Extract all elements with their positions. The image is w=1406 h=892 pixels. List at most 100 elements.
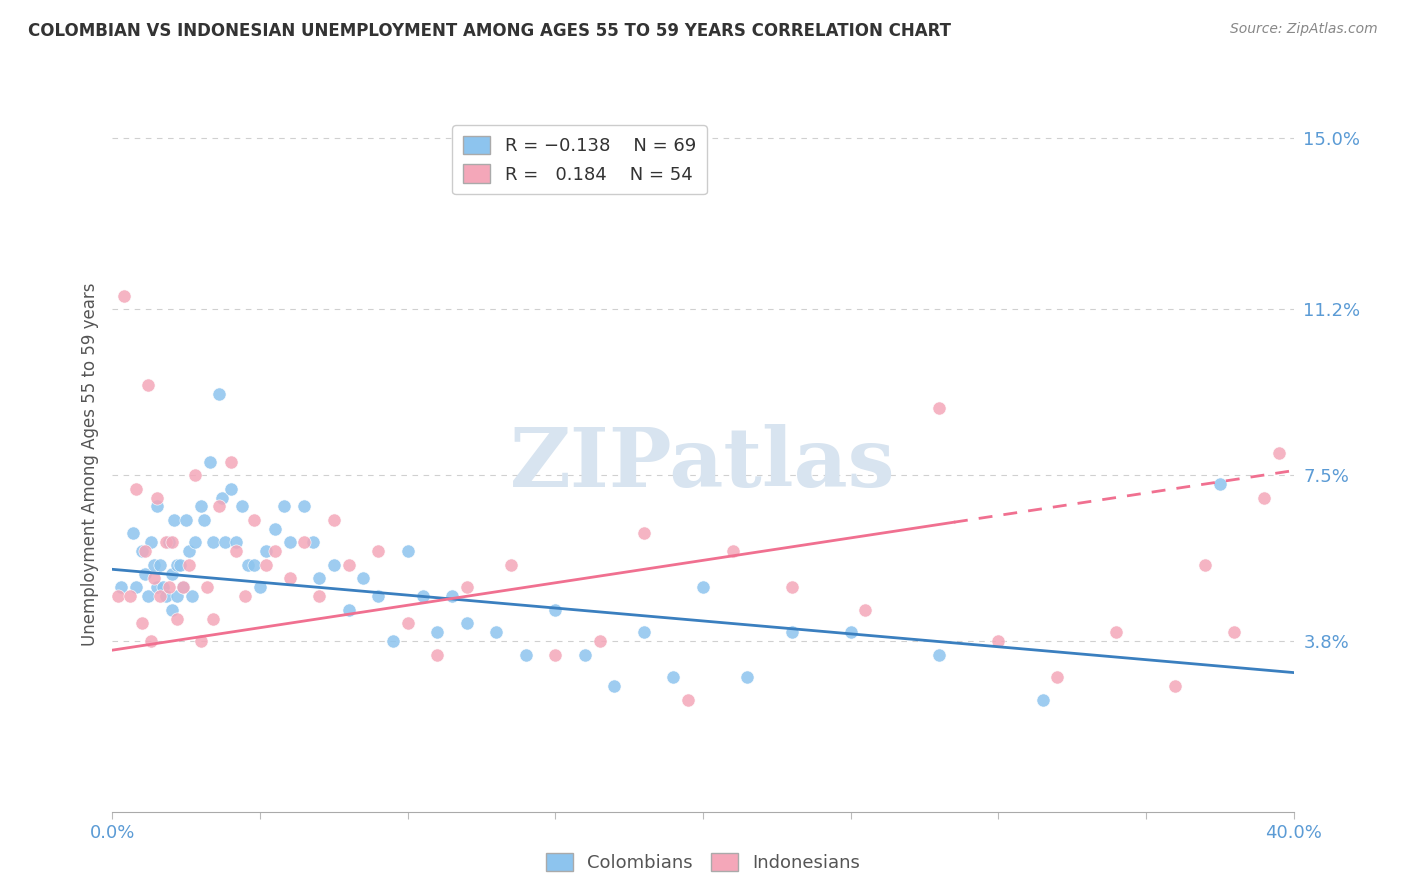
Point (160, 603, 183, 617)
Point (136, 589, 159, 603)
Point (633, 526, 655, 541)
Point (160, 566, 183, 581)
Point (456, 616, 478, 631)
Point (278, 571, 301, 585)
Point (163, 513, 186, 527)
Point (201, 612, 224, 626)
Point (308, 571, 330, 585)
Point (928, 401, 950, 415)
Point (337, 603, 360, 617)
Point (219, 482, 242, 496)
Point (456, 580, 478, 594)
Point (928, 648, 950, 662)
Point (169, 558, 191, 572)
Point (678, 692, 700, 706)
Text: ZIPatlas: ZIPatlas (510, 424, 896, 504)
Point (367, 544, 389, 558)
Point (249, 580, 271, 594)
Point (292, 535, 315, 549)
Point (155, 589, 177, 603)
Point (839, 625, 862, 640)
Point (1194, 558, 1216, 572)
Point (139, 634, 162, 648)
Point (208, 500, 231, 514)
Point (179, 544, 201, 558)
Point (323, 558, 346, 572)
Point (190, 500, 212, 514)
Point (172, 580, 194, 594)
Point (146, 491, 169, 505)
Point (243, 513, 266, 527)
Point (544, 648, 567, 662)
Point (544, 603, 567, 617)
Point (396, 544, 419, 558)
Point (692, 580, 714, 594)
Point (352, 571, 374, 585)
Point (633, 625, 655, 640)
Point (139, 535, 162, 549)
Point (278, 535, 301, 549)
Point (219, 454, 242, 468)
Point (208, 387, 231, 401)
Point (574, 648, 596, 662)
Point (603, 679, 626, 693)
Point (179, 558, 201, 572)
Point (1032, 692, 1054, 706)
Point (1164, 679, 1187, 693)
Point (131, 544, 153, 558)
Point (166, 589, 188, 603)
Point (211, 491, 233, 505)
Point (855, 603, 877, 617)
Point (122, 526, 145, 541)
Point (367, 589, 389, 603)
Point (198, 454, 221, 468)
Point (125, 482, 148, 496)
Point (515, 648, 537, 662)
Point (1253, 491, 1275, 505)
Point (501, 558, 523, 572)
Point (184, 535, 207, 549)
Text: COLOMBIAN VS INDONESIAN UNEMPLOYMENT AMONG AGES 55 TO 59 YEARS CORRELATION CHART: COLOMBIAN VS INDONESIAN UNEMPLOYMENT AMO… (28, 22, 950, 40)
Point (662, 670, 685, 684)
Point (225, 535, 247, 549)
Y-axis label: Unemployment Among Ages 55 to 59 years: Unemployment Among Ages 55 to 59 years (80, 282, 98, 646)
Point (323, 513, 346, 527)
Point (142, 571, 165, 585)
Point (411, 589, 433, 603)
Point (254, 558, 277, 572)
Point (264, 544, 287, 558)
Point (146, 580, 169, 594)
Point (588, 634, 610, 648)
Point (190, 634, 212, 648)
Point (112, 288, 135, 302)
Point (273, 500, 295, 514)
Point (1223, 625, 1246, 640)
Point (160, 535, 183, 549)
Point (426, 648, 449, 662)
Point (737, 670, 759, 684)
Point (136, 378, 159, 392)
Point (337, 558, 360, 572)
Point (254, 544, 277, 558)
Point (166, 612, 188, 626)
Point (426, 625, 449, 640)
Point (134, 566, 156, 581)
Point (193, 513, 215, 527)
Point (157, 580, 180, 594)
Point (780, 580, 803, 594)
Point (142, 558, 165, 572)
Point (174, 513, 197, 527)
Point (396, 616, 419, 631)
Point (485, 625, 508, 640)
Point (1046, 670, 1069, 684)
Point (225, 544, 247, 558)
Point (292, 500, 315, 514)
Point (441, 589, 464, 603)
Point (120, 589, 142, 603)
Point (152, 580, 174, 594)
Point (1268, 445, 1291, 459)
Point (184, 468, 207, 483)
Point (238, 558, 260, 572)
Point (233, 589, 256, 603)
Point (146, 500, 169, 514)
